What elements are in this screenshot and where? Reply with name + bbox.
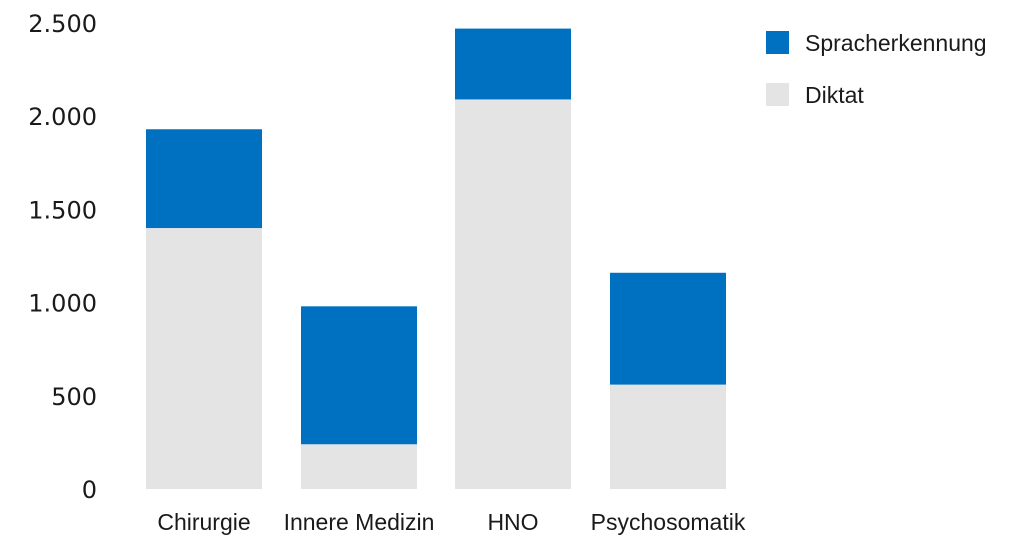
y-tick-label: 2.500 [28, 10, 97, 38]
x-tick-label: Innere Medizin [284, 509, 435, 535]
x-tick-label: Chirurgie [157, 509, 250, 535]
bars [146, 28, 726, 490]
legend: Spracherkennung Diktat [766, 30, 987, 108]
bar-spracherkennung-innere-medizin [301, 306, 417, 445]
bar-spracherkennung-hno [455, 28, 571, 100]
legend-swatch-diktat [766, 83, 789, 106]
x-tick-label: Psychosomatik [591, 509, 746, 535]
bar-spracherkennung-chirurgie [146, 129, 262, 229]
y-tick-label: 500 [51, 383, 97, 411]
x-axis: Chirurgie Innere Medizin HNO Psychosomatik [157, 509, 745, 535]
y-axis: 0 500 1.000 1.500 2.000 2.500 [28, 10, 97, 504]
bar-diktat-innere-medizin [301, 444, 417, 489]
bar-diktat-hno [455, 99, 571, 489]
legend-label-diktat: Diktat [805, 82, 864, 108]
bar-diktat-psychosomatik [610, 384, 726, 489]
y-tick-label: 1.000 [28, 290, 97, 318]
y-tick-label: 2.000 [28, 103, 97, 131]
y-tick-label: 1.500 [28, 196, 97, 224]
legend-swatch-spracherkennung [766, 31, 789, 54]
bar-spracherkennung-psychosomatik [610, 272, 726, 385]
x-tick-label: HNO [487, 509, 538, 535]
legend-label-spracherkennung: Spracherkennung [805, 30, 987, 56]
y-tick-label: 0 [82, 476, 97, 504]
bar-diktat-chirurgie [146, 228, 262, 490]
